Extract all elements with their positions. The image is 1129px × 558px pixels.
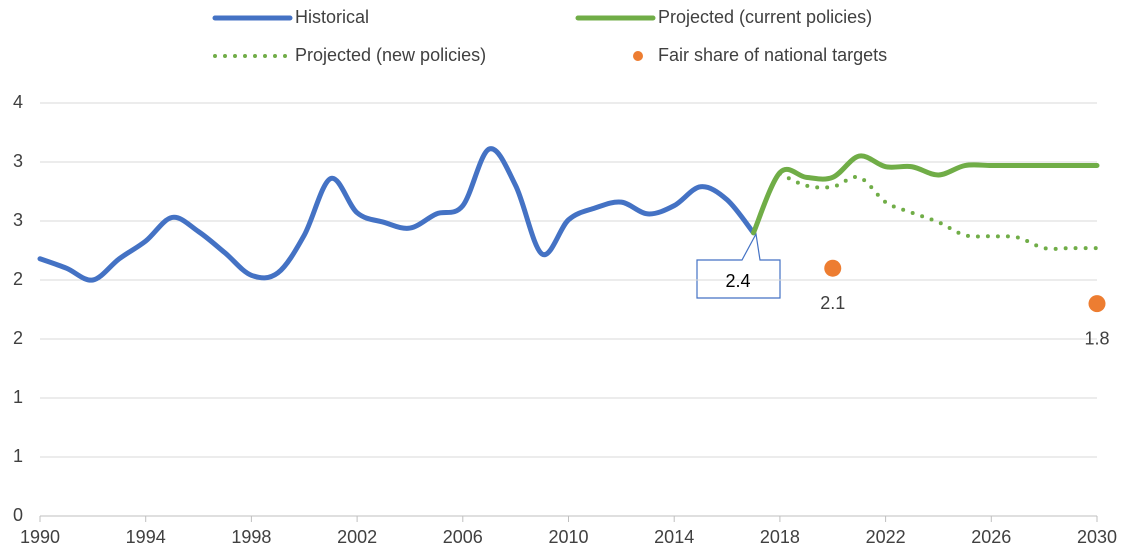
callout-box bbox=[696, 232, 781, 299]
x-tick-label: 1990 bbox=[20, 527, 60, 547]
target-marker bbox=[1088, 295, 1106, 313]
target-marker bbox=[824, 259, 842, 277]
series-line bbox=[777, 171, 1099, 251]
callout-label: 2.4 bbox=[725, 271, 750, 291]
y-tick-label: 3 bbox=[13, 151, 23, 171]
x-tick-label: 2030 bbox=[1077, 527, 1117, 547]
y-tick-label: 0 bbox=[13, 505, 23, 525]
series-line bbox=[37, 146, 756, 283]
legend-label: Historical bbox=[295, 7, 369, 27]
y-tick-label: 3 bbox=[13, 210, 23, 230]
x-tick-label: 2018 bbox=[760, 527, 800, 547]
x-tick-label: 2022 bbox=[866, 527, 906, 547]
series-line bbox=[750, 153, 1100, 236]
x-tick-label: 1998 bbox=[231, 527, 271, 547]
y-tick-label: 1 bbox=[13, 446, 23, 466]
y-tick-label: 4 bbox=[13, 92, 23, 112]
y-tick-label: 2 bbox=[13, 328, 23, 348]
y-tick-label: 2 bbox=[13, 269, 23, 289]
x-tick-label: 2002 bbox=[337, 527, 377, 547]
y-tick-label: 1 bbox=[13, 387, 23, 407]
legend-marker bbox=[633, 51, 643, 61]
data-label: 1.8 bbox=[1084, 328, 1109, 348]
x-tick-label: 2014 bbox=[654, 527, 694, 547]
x-tick-label: 2006 bbox=[443, 527, 483, 547]
legend-label: Projected (current policies) bbox=[658, 7, 872, 27]
legend-label: Fair share of national targets bbox=[658, 45, 887, 65]
x-tick-label: 1994 bbox=[126, 527, 166, 547]
data-label: 2.1 bbox=[820, 293, 845, 313]
x-tick-label: 2010 bbox=[548, 527, 588, 547]
legend-label: Projected (new policies) bbox=[295, 45, 486, 65]
x-tick-label: 2026 bbox=[971, 527, 1011, 547]
